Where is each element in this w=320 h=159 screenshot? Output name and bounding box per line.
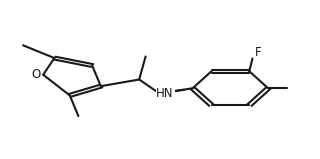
Text: F: F bbox=[255, 46, 261, 59]
Text: HN: HN bbox=[156, 86, 174, 100]
Text: O: O bbox=[32, 68, 41, 81]
